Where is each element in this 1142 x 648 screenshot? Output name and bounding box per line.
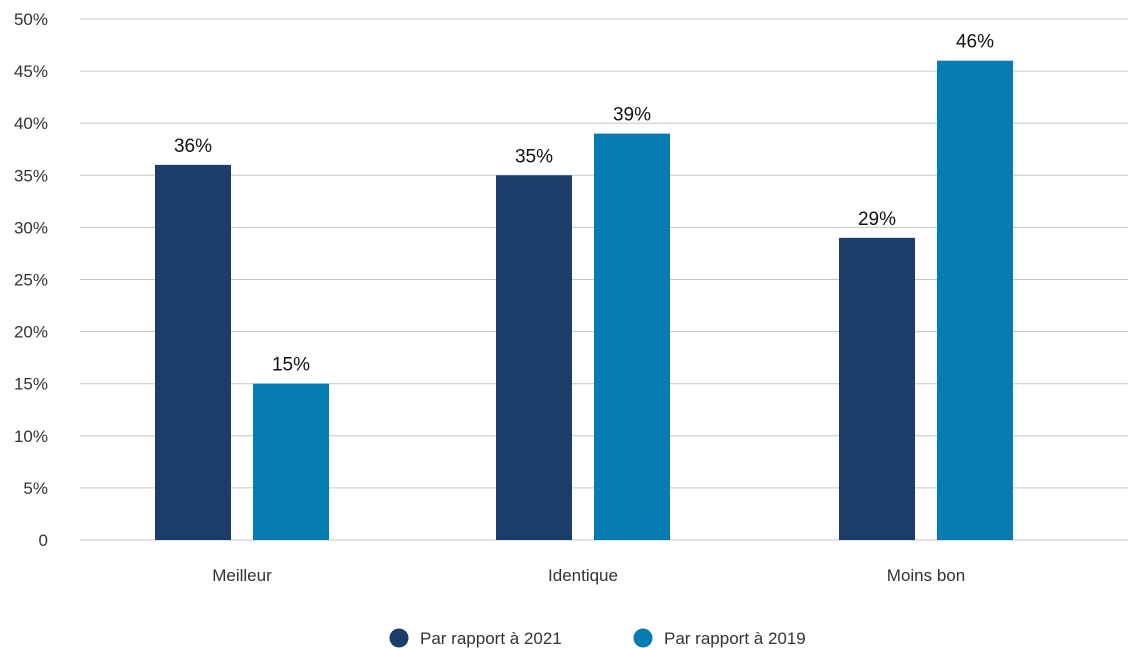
bar-2021-meilleur: [155, 164, 231, 540]
legend-item-2019: Par rapport à 2019: [633, 628, 806, 648]
x-category-label: Moins bon: [887, 566, 965, 585]
legend-item-2021: Par rapport à 2021: [389, 628, 562, 648]
data-label: 15%: [272, 355, 310, 376]
y-axis-ticks: 0 5% 10% 15% 20% 25% 30% 35% 40% 45% 50%: [14, 10, 48, 550]
data-label: 35%: [515, 146, 553, 167]
bar-2021-identique: [496, 175, 572, 541]
data-label: 36%: [174, 136, 212, 157]
bars: [155, 60, 1013, 541]
data-label: 46%: [956, 32, 994, 53]
y-tick-label: 10%: [14, 427, 48, 446]
y-tick-label: 45%: [14, 62, 48, 81]
legend-swatch: [633, 628, 653, 648]
legend-label: Par rapport à 2021: [420, 629, 562, 648]
legend-label: Par rapport à 2019: [664, 629, 806, 648]
legend-swatch: [389, 628, 409, 648]
data-labels: 36% 15% 35% 39% 29% 46%: [174, 32, 994, 376]
bar-2019-identique: [594, 133, 670, 540]
y-tick-label: 35%: [14, 166, 48, 185]
bar-2021-moins-bon: [839, 237, 915, 540]
y-tick-label: 40%: [14, 114, 48, 133]
y-tick-label: 5%: [23, 479, 48, 498]
bar-2019-moins-bon: [937, 60, 1013, 541]
data-label: 39%: [613, 105, 651, 126]
y-tick-label: 50%: [14, 10, 48, 29]
y-tick-label: 15%: [14, 375, 48, 394]
data-label: 29%: [858, 209, 896, 230]
y-tick-label: 25%: [14, 271, 48, 290]
bar-2019-meilleur: [253, 383, 329, 540]
y-tick-label: 0: [39, 531, 48, 550]
x-category-label: Meilleur: [212, 566, 272, 585]
x-axis-categories: Meilleur Identique Moins bon: [212, 566, 965, 585]
y-tick-label: 30%: [14, 218, 48, 237]
legend: Par rapport à 2021 Par rapport à 2019: [389, 628, 806, 648]
y-tick-label: 20%: [14, 323, 48, 342]
x-category-label: Identique: [548, 566, 618, 585]
